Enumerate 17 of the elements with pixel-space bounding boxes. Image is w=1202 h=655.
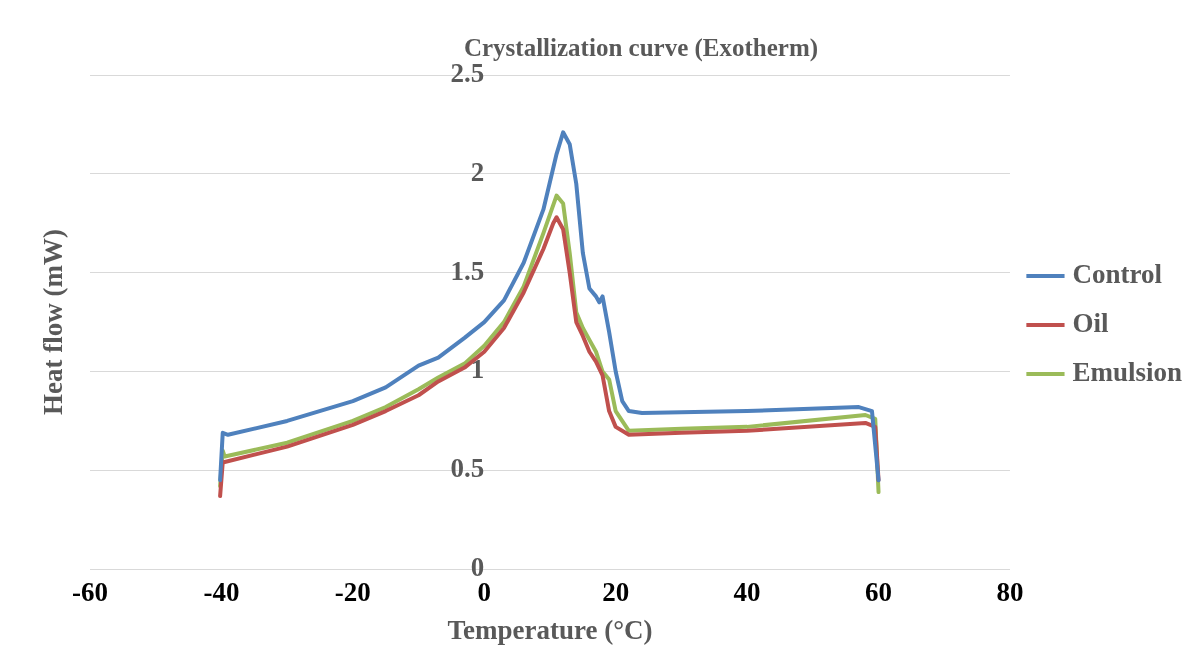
y-tick-label: 1 — [470, 354, 485, 385]
legend-label: Control — [1072, 258, 1163, 289]
x-tick-label: -40 — [203, 577, 240, 608]
y-tick-label: 0 — [470, 552, 485, 583]
x-tick-label: -60 — [72, 577, 108, 608]
legend-label: Oil — [1072, 307, 1109, 338]
y-axis-title: Heat flow (mW) — [37, 229, 68, 416]
y-tick-label: 1.5 — [450, 255, 485, 286]
x-tick-label: 80 — [996, 577, 1024, 608]
legend-label: Emulsion — [1072, 356, 1182, 387]
x-axis-title: Temperature (°C) — [447, 614, 653, 645]
y-tick-label: 2 — [470, 156, 485, 187]
y-tick-label: 0.5 — [450, 453, 485, 484]
x-tick-label: 60 — [865, 577, 893, 608]
x-tick-label: 20 — [602, 577, 630, 608]
x-tick-label: -20 — [334, 577, 371, 608]
x-tick-label: 40 — [733, 577, 761, 608]
